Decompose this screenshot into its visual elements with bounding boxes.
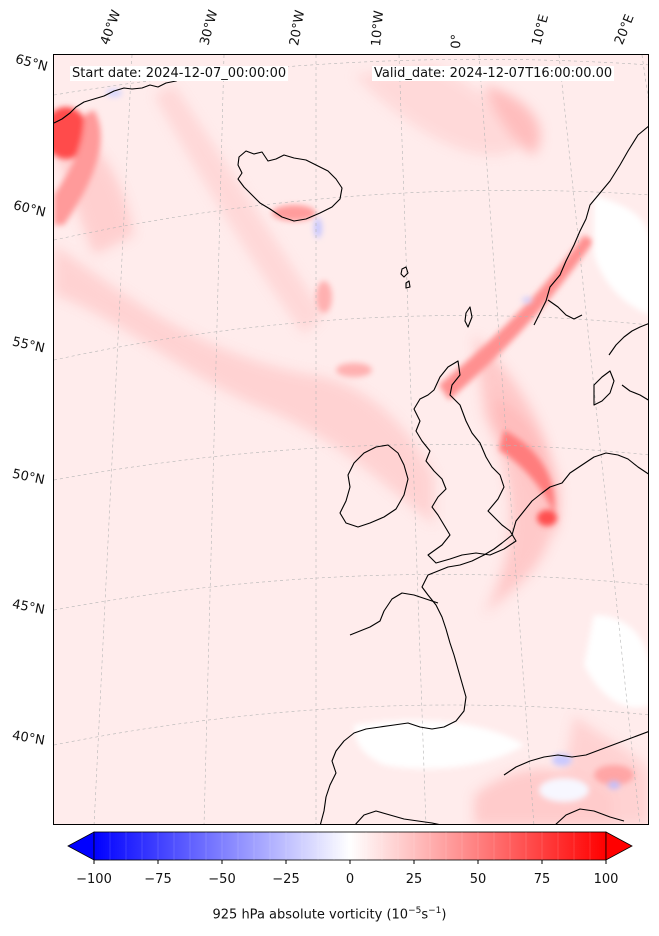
coastline-faroes bbox=[400, 266, 411, 289]
colorbar-title: 925 hPa absolute vorticity (10−5s−1) bbox=[0, 906, 659, 922]
lon-label-20e: 20°E bbox=[612, 12, 638, 47]
lat-label-60n: 60°N bbox=[11, 198, 48, 221]
lat-label-50n: 50°N bbox=[10, 466, 46, 489]
gridlines bbox=[54, 55, 648, 824]
colorbar-title-unit-base: 10 bbox=[391, 907, 409, 923]
colorbar-title-end: ) bbox=[441, 907, 447, 923]
colorbar-tick-label: −50 bbox=[208, 872, 235, 887]
colorbar-title-unit-exp2: −1 bbox=[428, 906, 442, 916]
coastlines bbox=[54, 76, 648, 824]
colorbar-tick-label: −100 bbox=[76, 872, 112, 887]
coastline-britain bbox=[413, 360, 517, 564]
lat-label-55n: 55°N bbox=[10, 334, 47, 357]
lon-label-10w: 10°W bbox=[369, 9, 388, 47]
colorbar-tick-label: 25 bbox=[406, 872, 423, 887]
coastline-mediterranean bbox=[503, 731, 648, 776]
lon-label-30w: 30°W bbox=[197, 8, 222, 47]
colorbar-extend-low bbox=[67, 831, 95, 861]
colorbar-ticks: −100 −75 −50 −25 0 25 50 75 100 bbox=[76, 860, 618, 887]
colorbar-title-main: 925 hPa absolute vorticity ( bbox=[212, 907, 392, 923]
coastline-scandinavia bbox=[533, 125, 648, 326]
colorbar-title-unit-exp1: −5 bbox=[408, 906, 422, 916]
colorbar-tick-label: −75 bbox=[144, 872, 171, 887]
coastline-denmark bbox=[593, 370, 615, 406]
coastline-africa bbox=[355, 810, 440, 824]
lon-label-20w: 20°W bbox=[287, 9, 309, 48]
valid-date-label: Valid_date: 2024-12-07T16:00:00.00 bbox=[372, 66, 615, 81]
colorbar-tick-label: 100 bbox=[594, 872, 619, 887]
coastline-africa-east bbox=[555, 808, 625, 824]
vorticity-map bbox=[54, 55, 648, 824]
colorbar-bands bbox=[109, 832, 591, 860]
map-frame bbox=[53, 54, 649, 825]
start-date-label: Start date: 2024-12-07_00:00:00 bbox=[70, 66, 289, 81]
colorbar-tick-label: 50 bbox=[470, 872, 487, 887]
colorbar-tick-label: −25 bbox=[272, 872, 299, 887]
vorticity-field-maxima bbox=[54, 107, 634, 785]
colorbar: −100 −75 −50 −25 0 25 50 75 100 bbox=[67, 831, 633, 887]
coastline-iberia-north bbox=[349, 592, 439, 636]
colorbar-extend-high bbox=[605, 831, 633, 861]
coastline-iceland bbox=[237, 150, 343, 222]
coastline-continent bbox=[319, 452, 648, 824]
lat-label-45n: 45°N bbox=[10, 597, 46, 618]
lon-label-10e: 10°E bbox=[529, 12, 553, 48]
lon-label-0: 0° bbox=[449, 33, 465, 49]
coastline-ireland bbox=[339, 444, 409, 528]
coastline-sweden bbox=[608, 323, 648, 356]
colorbar-tick-label: 0 bbox=[346, 872, 354, 887]
lat-label-40n: 40°N bbox=[10, 728, 46, 749]
coastline-baltic bbox=[621, 384, 648, 401]
colorbar-title-unit-mid: s bbox=[421, 907, 429, 923]
colorbar-tick-label: 75 bbox=[534, 872, 551, 887]
colorbar-gradient bbox=[93, 831, 607, 861]
vorticity-field-weak-areas bbox=[106, 89, 648, 802]
lat-label-65n: 65°N bbox=[13, 52, 50, 75]
lon-label-40w: 40°W bbox=[97, 8, 125, 47]
coastline-greenland bbox=[54, 76, 185, 124]
coastline-shetland bbox=[464, 306, 473, 328]
coastline-norway-south bbox=[547, 299, 583, 320]
